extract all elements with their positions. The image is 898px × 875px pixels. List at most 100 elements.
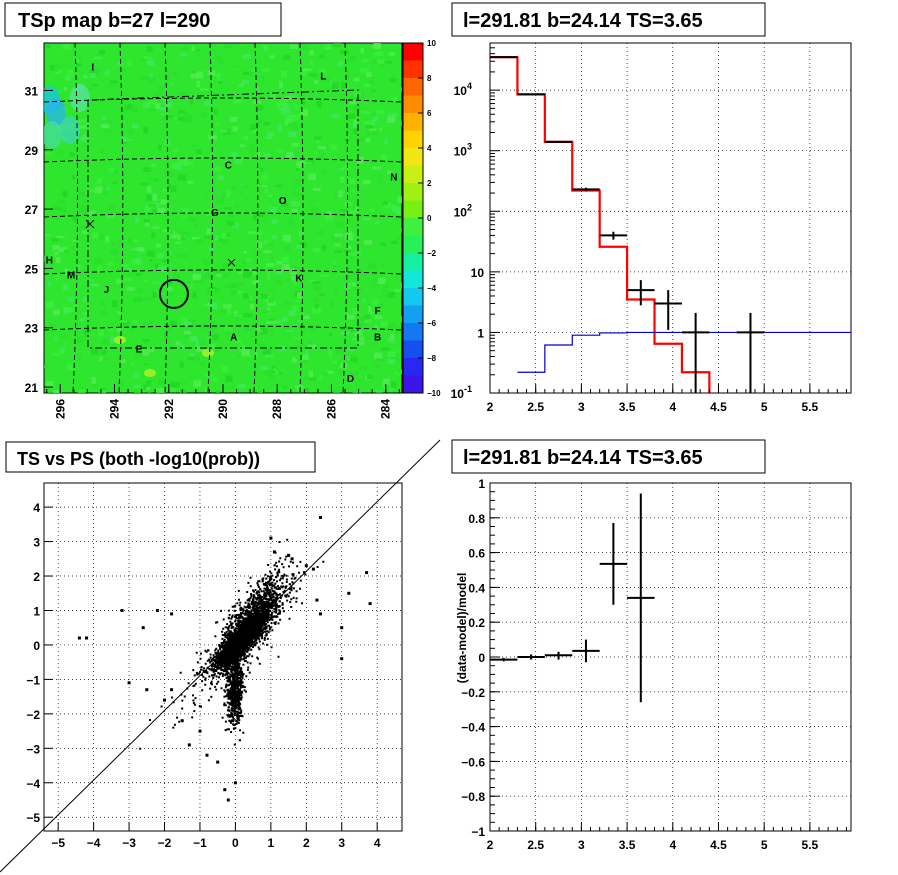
spectrum-y-tick-label: 10-1 <box>451 384 472 401</box>
colorbar-tick-label: −6 <box>427 319 437 328</box>
map-source-label: D <box>347 374 354 385</box>
residuals-y-tick-label: 0.8 <box>468 512 485 526</box>
map-x-tick-label: 288 <box>270 399 284 419</box>
map-x-tick-label: 294 <box>108 399 122 419</box>
scatter-x-tick-label: −4 <box>87 836 101 850</box>
map-x-tick-label: 292 <box>162 399 176 419</box>
map-y-tick-label: 29 <box>25 144 39 158</box>
colorbar-tick-label: −10 <box>427 389 441 398</box>
x-tick-label: 2 <box>487 400 494 414</box>
scatter-outlier-point <box>170 612 174 616</box>
panel-scatter: −5 −4 −3 −2 −1 0 1 2 3 4 −5 −4 −3 −2 −1 0 1 2 3 4 TS vs PS… <box>0 439 441 873</box>
scatter-outlier-point <box>365 571 369 575</box>
scatter-title: TS vs PS (both -log10(prob)) <box>17 449 260 469</box>
scatter-outlier-point <box>85 636 88 640</box>
x-tick-label: 4 <box>669 400 676 414</box>
scatter-outlier-point <box>198 729 202 733</box>
scatter-x-tick-label: −1 <box>193 836 207 850</box>
scatter-y-tick-label: −4 <box>26 777 40 791</box>
colorbar-tick-label: 6 <box>427 109 432 118</box>
residuals-y-tick-label: −0.8 <box>461 790 485 804</box>
residual-data-point <box>599 523 628 605</box>
residuals-grid <box>489 482 851 832</box>
panel-spectrum: 2 2.5 3 3.5 4 4.5 5 5.5 10-1 1 10 102 103 104 l=291.… <box>451 2 852 414</box>
scatter-outlier-point <box>272 550 276 554</box>
spectrum-x-axis: 2 2.5 3 3.5 4 4.5 5 5.5 <box>487 384 847 414</box>
panel-residuals: 2 2.5 3 3.5 4 4.5 5 5.5 −1 −0.8 −0.6 −0.4 −0.2 0 0.2 0… <box>451 439 852 852</box>
scatter-outlier-point <box>347 591 351 595</box>
scatter-outlier-point <box>287 553 291 557</box>
scatter-x-tick-label: 2 <box>303 836 310 850</box>
spectrum-data-point <box>654 290 682 330</box>
residuals-y-axis: −1 −0.8 −0.6 −0.4 −0.2 0 0.2 0.4 0.6 0.8 1 <box>461 477 500 839</box>
map-x-tick-label: 286 <box>325 399 339 419</box>
scatter-outlier-point <box>311 567 315 571</box>
scatter-x-tick-label: −2 <box>158 836 172 850</box>
spectrum-data-point <box>627 280 655 306</box>
spectrum-y-tick-label: 103 <box>454 142 472 159</box>
x-tick-label: 5 <box>761 400 768 414</box>
map-x-tick-label: 290 <box>216 399 230 419</box>
scatter-outlier-point <box>216 760 220 764</box>
map-source-label: B <box>374 333 381 344</box>
map-y-tick-label: 25 <box>25 262 39 276</box>
scatter-x-axis: −5 −4 −3 −2 −1 0 1 2 3 4 <box>51 822 381 850</box>
scatter-outlier-point <box>187 743 191 747</box>
x-tick-label: 2.5 <box>527 400 544 414</box>
colorbar-tick-label: 0 <box>427 214 432 223</box>
colorbar-tick-label: 2 <box>427 179 432 188</box>
residuals-y-tick-label: 0 <box>478 651 485 665</box>
scatter-outlier-point <box>127 681 131 685</box>
map-target-circle <box>158 278 189 309</box>
map-source-labels: I L C O N G H M J K F A B E D <box>46 63 398 386</box>
scatter-outlier-point <box>205 753 209 757</box>
scatter-y-tick-label: −3 <box>26 742 40 756</box>
scatter-outlier-point <box>145 688 149 692</box>
residuals-y-tick-label: −0.2 <box>461 686 485 700</box>
x-tick-label: 5 <box>761 838 768 852</box>
x-tick-label: 4.5 <box>710 838 727 852</box>
scatter-x-tick-label: 4 <box>374 836 381 850</box>
map-source-label: H <box>46 256 53 267</box>
scatter-outlier-point <box>141 626 145 630</box>
residuals-y-tick-label: 0.6 <box>468 547 485 561</box>
colorbar-tick-label: 10 <box>427 39 436 48</box>
scatter-outlier-point <box>226 798 230 802</box>
scatter-outlier-point <box>290 557 294 561</box>
x-tick-label: 2.5 <box>527 838 544 852</box>
map-source-label: J <box>104 285 110 296</box>
scatter-y-tick-label: 4 <box>33 501 40 515</box>
spectrum-title-box <box>451 2 766 37</box>
map-colorbar: 10 8 6 4 2 0 −2 −4 −6 −8 −10 <box>402 39 441 398</box>
scatter-y-tick-label: −1 <box>26 673 40 687</box>
map-x-tick-label: 296 <box>53 399 67 419</box>
residuals-y-tick-label: −0.6 <box>461 755 485 769</box>
scatter-x-tick-label: 3 <box>338 836 345 850</box>
colorbar-tick-label: −2 <box>427 249 437 258</box>
scatter-outlier-point <box>170 688 174 692</box>
x-tick-label: 3 <box>578 400 585 414</box>
residual-data-point <box>517 654 545 660</box>
map-y-tick-label: 23 <box>25 322 39 336</box>
x-tick-label: 4 <box>669 838 676 852</box>
residuals-y-tick-label: 0.2 <box>468 616 485 630</box>
residuals-title: l=291.81 b=24.14 TS=3.65 <box>463 447 703 469</box>
residuals-y-tick-label: 0.4 <box>468 581 485 595</box>
map-title: TSp map b=27 l=290 <box>18 10 210 32</box>
map-source-label: A <box>230 333 237 344</box>
scatter-outlier-point <box>223 788 227 792</box>
map-texture <box>44 43 402 393</box>
x-tick-label: 3 <box>578 838 585 852</box>
scatter-outlier-point <box>77 636 81 640</box>
spectrum-y-tick-label: 102 <box>454 202 472 219</box>
spectrum-data-point <box>490 56 518 59</box>
spectrum-data-point <box>736 312 765 393</box>
map-y-tick-label: 21 <box>25 381 39 395</box>
map-source-label: M <box>67 270 75 281</box>
spectrum-plot-area <box>489 42 852 394</box>
map-source-label: L <box>320 72 326 83</box>
residuals-y-tick-label: −1 <box>471 825 485 839</box>
map-source-label: O <box>279 196 287 207</box>
residual-data-point <box>627 493 655 703</box>
